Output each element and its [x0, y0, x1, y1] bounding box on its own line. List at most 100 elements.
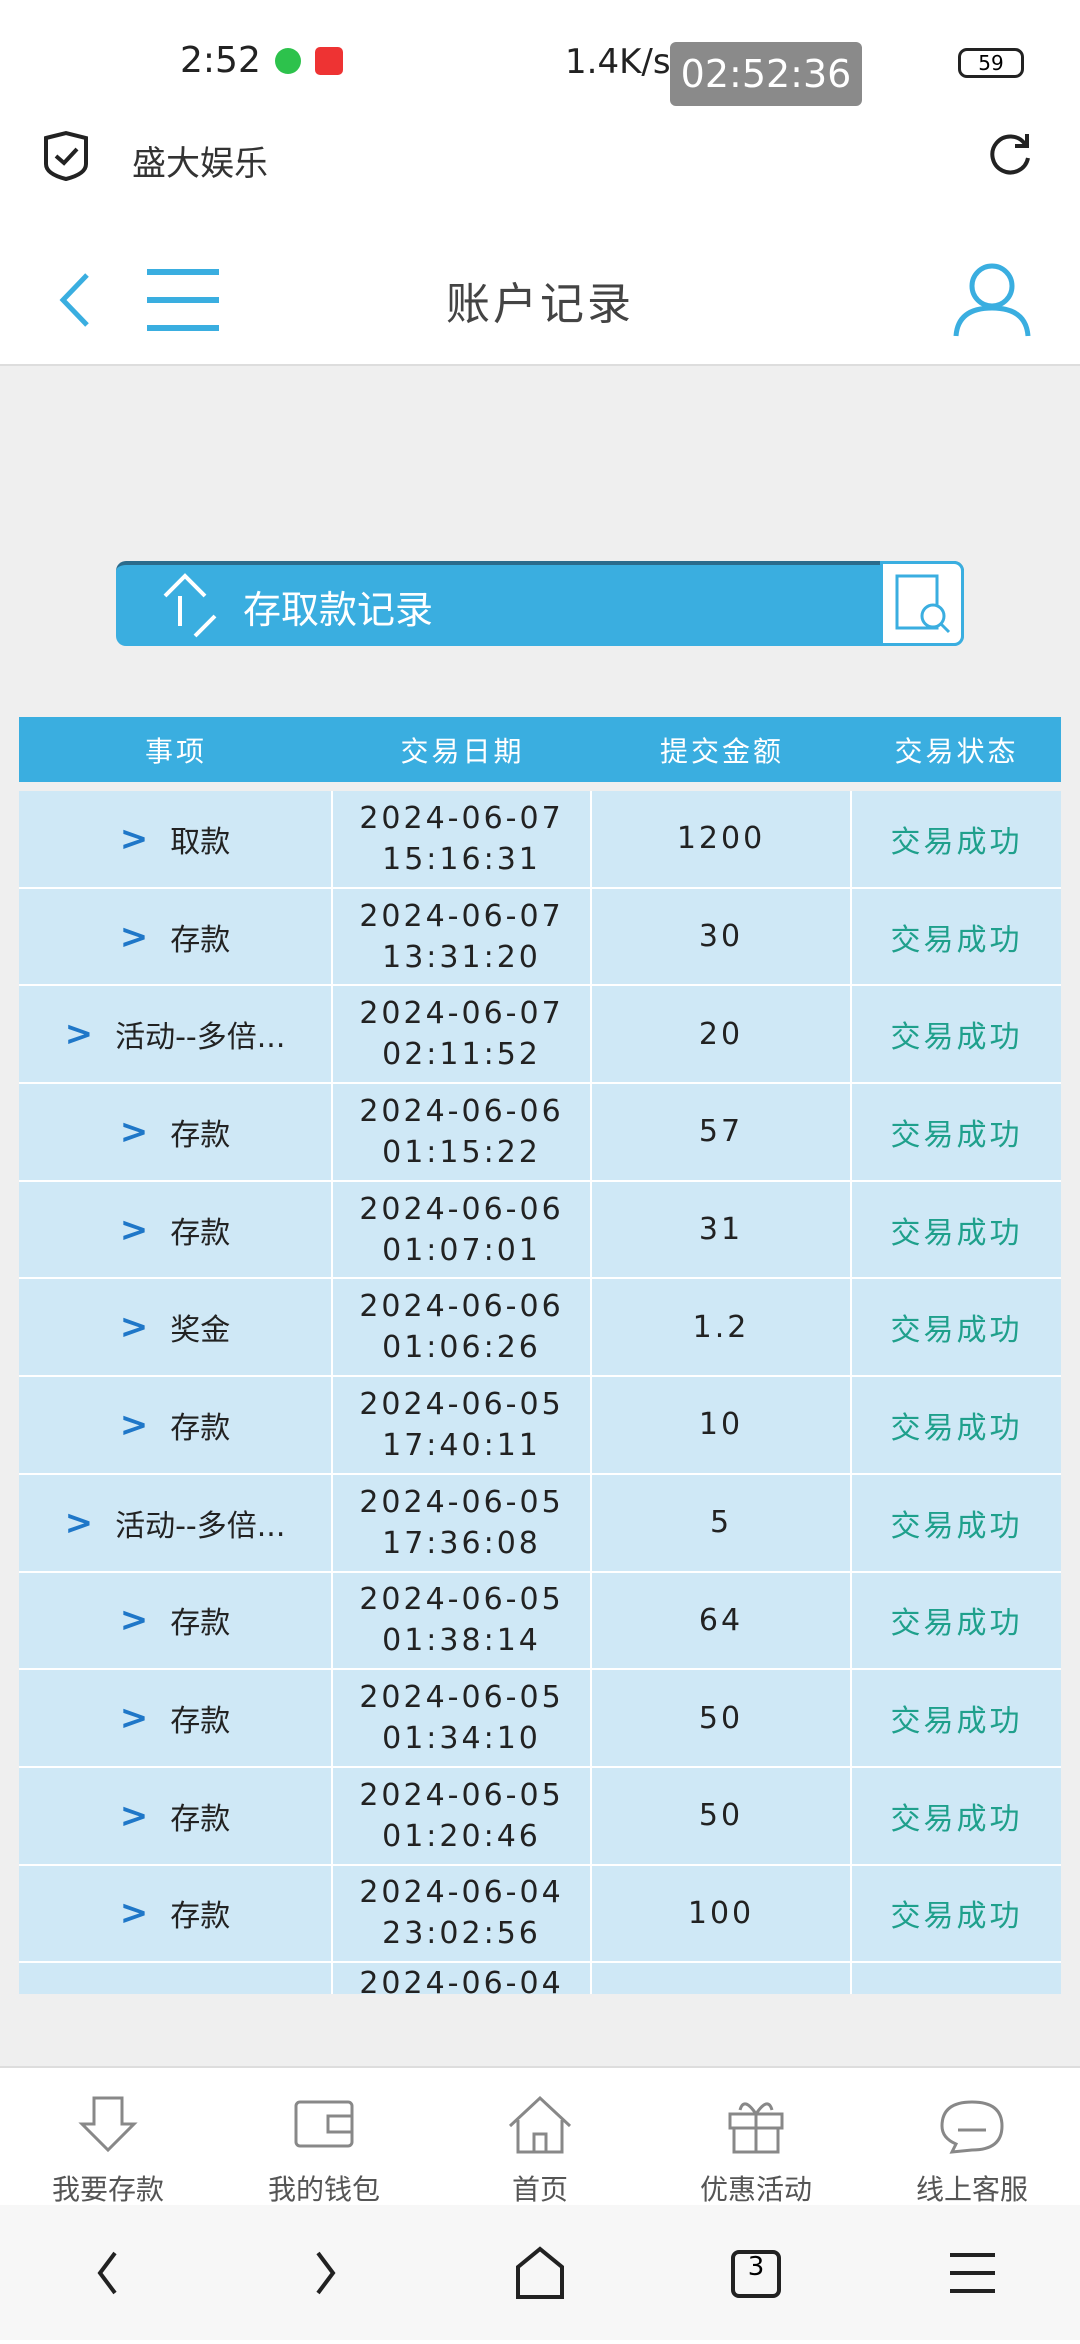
chevron: > — [119, 1111, 149, 1152]
chevron: > — [119, 1893, 149, 1934]
nav-item[interactable]: 优惠活动 — [648, 2066, 864, 2206]
status — [852, 1963, 1061, 1994]
amount: 10 — [592, 1377, 852, 1473]
amount: 5 — [592, 1474, 852, 1571]
amount: 50 — [592, 1670, 852, 1766]
chevron: > — [119, 1307, 149, 1348]
clock: 2:52 — [180, 40, 261, 81]
records-table: > 取款 2024-06-07 15:16:31 1200 交易成功 > 存款 2024-06-… — [19, 791, 1061, 1994]
date-cell: 2024-06-05 01:20:46 — [333, 1767, 592, 1864]
user-button[interactable] — [950, 262, 1034, 338]
amount: 1.2 — [592, 1279, 852, 1376]
item-cell: > 存款 — [19, 1670, 333, 1766]
nav-label: 首页 — [511, 2173, 568, 2206]
nav-item[interactable]: 首页 — [432, 2066, 648, 2206]
item: 存款 — [170, 1801, 231, 1837]
status: 交易成功 — [890, 1704, 1023, 1740]
back-button[interactable] — [55, 270, 95, 330]
date: 2024-06-07 — [359, 898, 564, 934]
date: 2024-06-06 — [359, 1093, 564, 1129]
record-row[interactable]: 2024-06-04 — [19, 1963, 1061, 1994]
nav-item[interactable]: 线上客服 — [864, 2066, 1080, 2206]
record-row[interactable]: > 存款 2024-06-05 01:38:14 64 交易成功 — [19, 1572, 1061, 1671]
amount — [592, 1963, 852, 1994]
amount: 64 — [592, 1572, 852, 1669]
record-row[interactable]: > 存款 2024-06-07 13:31:20 30 交易成功 — [19, 888, 1061, 987]
nav-item[interactable]: 我要存款 — [0, 2066, 216, 2206]
item: 存款 — [170, 1606, 231, 1642]
nav-icon — [728, 2102, 784, 2154]
record-row[interactable]: > 活动--多倍... 2024-06-05 17:36:08 5 交易成功 — [19, 1474, 1061, 1573]
record-row[interactable]: > 存款 2024-06-06 01:15:22 57 交易成功 — [19, 1084, 1061, 1182]
record-row[interactable]: > 活动--多倍... 2024-06-07 02:11:52 20 交易成功 — [19, 986, 1061, 1085]
chevron: > — [64, 1502, 94, 1543]
nav-label: 优惠活动 — [699, 2173, 812, 2206]
item-cell: > 存款 — [19, 1377, 333, 1473]
date: 2024-06-07 — [359, 996, 564, 1032]
record-row[interactable]: > 存款 2024-06-05 01:20:46 50 交易成功 — [19, 1767, 1061, 1866]
nav-icon — [294, 2100, 354, 2148]
status: 交易成功 — [890, 922, 1023, 958]
nav-label: 我的钱包 — [267, 2173, 380, 2206]
date: 2024-06-04 — [359, 1875, 564, 1911]
nav-icon — [78, 2096, 138, 2153]
site-title: 盛大娱乐 — [132, 144, 268, 184]
chevron: > — [119, 1600, 149, 1641]
record-row[interactable]: > 存款 2024-06-06 01:07:01 31 交易成功 — [19, 1181, 1061, 1280]
page-title: 账户记录 — [446, 279, 634, 330]
record-row[interactable]: > 奖金 2024-06-06 01:06:26 1.2 交易成功 — [19, 1279, 1061, 1378]
reload-button[interactable] — [985, 130, 1035, 180]
chevron: > — [119, 1209, 149, 1250]
nav-item[interactable]: 我的钱包 — [216, 2066, 432, 2206]
item-cell: > 存款 — [19, 888, 333, 985]
item-cell: > 存款 — [19, 1084, 333, 1180]
chevron: > — [64, 1014, 94, 1055]
status: 交易成功 — [890, 1020, 1023, 1056]
date: 2024-06-05 — [359, 1484, 564, 1520]
nav-icon — [940, 2100, 1004, 2154]
date-cell: 2024-06-07 15:16:31 — [333, 791, 592, 887]
record-row[interactable]: > 取款 2024-06-07 15:16:31 1200 交易成功 — [19, 791, 1061, 889]
item: 存款 — [170, 1117, 231, 1153]
table-header: 事项 交易日期 提交金额 交易状态 — [19, 717, 1061, 782]
column-header: 交易状态 — [894, 734, 1019, 768]
date: 2024-06-07 — [359, 800, 564, 836]
status: 交易成功 — [890, 1899, 1023, 1935]
net-speed: 1.4K/s — [565, 42, 671, 82]
date: 2024-06-05 — [359, 1777, 564, 1813]
chevron: > — [119, 916, 149, 957]
record-row[interactable]: > 存款 2024-06-05 01:34:10 50 交易成功 — [19, 1670, 1061, 1768]
search-button[interactable] — [880, 561, 964, 646]
date-cell: 2024-06-07 13:31:20 — [333, 888, 592, 985]
record-row[interactable]: > 存款 2024-06-04 23:02:56 100 交易成功 — [19, 1865, 1061, 1964]
battery: 59 — [958, 48, 1024, 78]
amount: 30 — [592, 888, 852, 985]
chevron: > — [119, 1404, 149, 1445]
tab-count[interactable]: 3 — [747, 2252, 765, 2282]
item-cell: > 活动--多倍... — [19, 1474, 333, 1571]
menu-button[interactable] — [145, 268, 221, 332]
time: 13:31:20 — [382, 939, 541, 975]
time: 01:06:26 — [382, 1330, 541, 1366]
date: 2024-06-05 — [359, 1582, 564, 1618]
deposit-icon — [163, 573, 217, 638]
item: 存款 — [170, 1215, 231, 1251]
item-cell: > 活动--多倍... — [19, 986, 333, 1083]
item: 取款 — [170, 824, 231, 860]
time: 17:36:08 — [382, 1525, 541, 1561]
date-cell: 2024-06-06 01:06:26 — [333, 1279, 592, 1376]
nav-label: 线上客服 — [915, 2173, 1028, 2206]
amount: 31 — [592, 1181, 852, 1278]
status: 交易成功 — [890, 1117, 1023, 1153]
date: 2024-06-06 — [359, 1191, 564, 1227]
amount: 50 — [592, 1767, 852, 1864]
status: 交易成功 — [890, 1410, 1023, 1446]
item: 存款 — [170, 1410, 231, 1446]
date-cell: 2024-06-04 — [333, 1963, 592, 1994]
status: 交易成功 — [890, 1801, 1023, 1837]
item: 存款 — [170, 1899, 231, 1935]
item-cell: > 存款 — [19, 1572, 333, 1669]
item: 奖金 — [170, 1313, 231, 1349]
record-row[interactable]: > 存款 2024-06-05 17:40:11 10 交易成功 — [19, 1377, 1061, 1475]
